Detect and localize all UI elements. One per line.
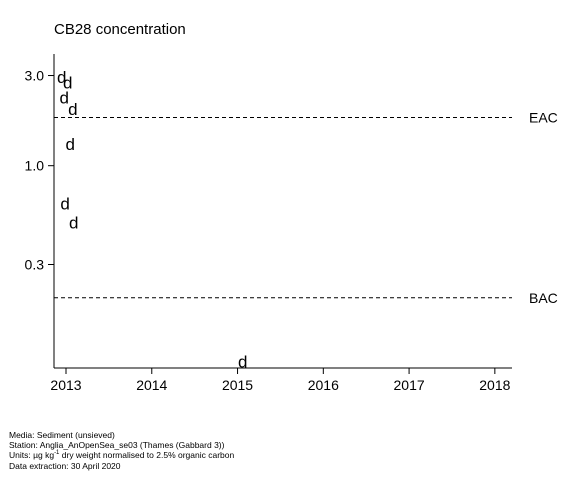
data-point: d <box>57 68 66 87</box>
y-tick-label: 3.0 <box>25 68 45 84</box>
footer-station: Station: Anglia_AnOpenSea_se03 (Thames (… <box>9 440 225 451</box>
reference-lines: EAC BAC <box>54 109 558 306</box>
chart: CB28 concentration 2013 2014 2015 2016 2017 2… <box>25 21 558 393</box>
data-point: d <box>69 214 78 233</box>
y-tick-label: 0.3 <box>25 257 45 273</box>
chart-title: CB28 concentration <box>54 21 186 38</box>
x-tick-label: 2013 <box>50 377 81 393</box>
footer-media: Media: Sediment (unsieved) <box>9 430 115 440</box>
x-tick-label: 2017 <box>394 377 425 393</box>
x-tick-label: 2015 <box>222 377 253 393</box>
data-point: d <box>63 74 72 93</box>
x-tick-label: 2016 <box>308 377 339 393</box>
footer-units-prefix: Units: µg kg <box>9 450 55 461</box>
footer-extraction: Data extraction: 30 April 2020 <box>9 460 121 471</box>
axes: 2013 2014 2015 2016 2017 2018 0.3 1.0 3.0 <box>25 54 512 393</box>
data-point: d <box>238 353 247 372</box>
footer-units-suffix: dry weight normalised to 2.5% organic ca… <box>59 450 235 461</box>
footer-units: Units: µg kg-1 dry weight normalised to … <box>9 450 234 460</box>
data-point: d <box>68 100 77 119</box>
reference-label-eac: EAC <box>529 109 558 125</box>
data-point: d <box>60 195 69 214</box>
data-point: d <box>66 135 75 154</box>
x-tick-label: 2018 <box>479 377 510 393</box>
y-tick-label: 1.0 <box>25 158 45 174</box>
data-point: d <box>60 88 69 107</box>
x-tick-label: 2014 <box>136 377 167 393</box>
footer: Media: Sediment (unsieved) Station: Angl… <box>9 430 234 471</box>
reference-label-bac: BAC <box>529 290 558 306</box>
footer-units-sup: -1 <box>54 450 60 457</box>
